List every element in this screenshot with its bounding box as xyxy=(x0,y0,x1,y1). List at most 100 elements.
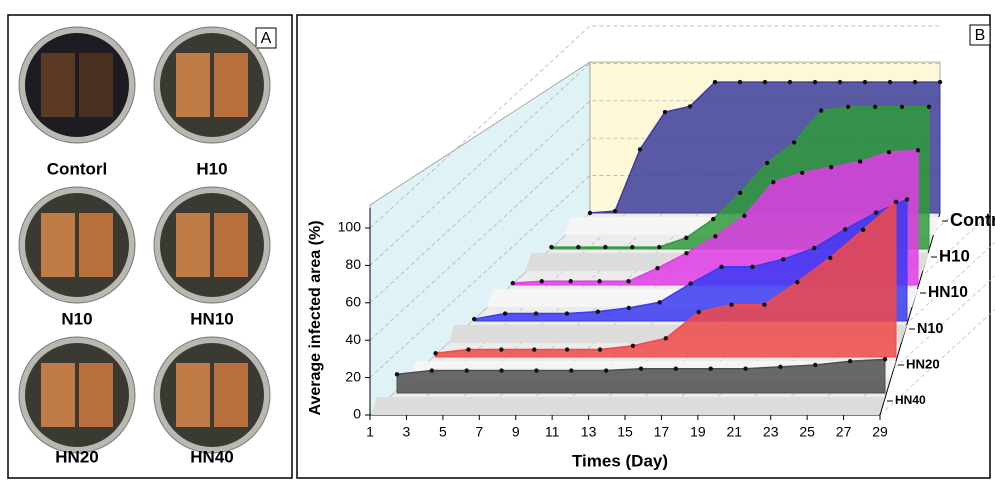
point xyxy=(603,368,609,373)
point xyxy=(771,179,776,185)
point xyxy=(857,159,863,164)
point xyxy=(842,227,848,232)
point xyxy=(893,199,899,204)
point xyxy=(712,79,718,85)
x-tick-label: 19 xyxy=(690,424,706,440)
x-tick-label: 17 xyxy=(654,424,670,440)
point xyxy=(687,104,693,109)
panel-a-label-box xyxy=(255,27,277,49)
photo-label: HN40 xyxy=(190,447,233,466)
point xyxy=(539,279,544,284)
point xyxy=(828,164,834,170)
point xyxy=(862,79,868,85)
y-axis-title: Average infected area (%) xyxy=(307,220,324,415)
point xyxy=(812,245,817,251)
point xyxy=(926,104,932,110)
point xyxy=(394,372,400,377)
sample xyxy=(79,363,113,427)
y-tick-label: 40 xyxy=(345,331,361,347)
point xyxy=(673,366,679,371)
sample xyxy=(214,213,248,277)
point xyxy=(464,368,469,373)
point xyxy=(597,279,602,284)
point xyxy=(626,279,631,284)
point xyxy=(587,210,593,216)
photos: Contorl H10 N10 HN10 HN20 HN40 xyxy=(18,26,271,466)
sample xyxy=(79,53,113,117)
x-tick-label: 11 xyxy=(545,424,560,440)
series-label: HN20 xyxy=(906,356,940,371)
series-label: Control xyxy=(950,210,995,230)
x-axis-title: Times (Day) xyxy=(572,451,668,470)
y-tick-label: 80 xyxy=(345,256,361,272)
point xyxy=(912,79,918,85)
point xyxy=(873,210,879,215)
point xyxy=(657,244,662,250)
x-tick-label: 7 xyxy=(475,424,483,440)
point xyxy=(729,302,734,307)
sample xyxy=(41,363,75,427)
point xyxy=(738,190,743,196)
point xyxy=(860,227,866,233)
point xyxy=(684,251,689,256)
point xyxy=(688,281,693,286)
photo-label: N10 xyxy=(61,309,92,328)
point xyxy=(887,79,893,85)
point xyxy=(466,347,471,352)
point xyxy=(472,316,477,322)
point xyxy=(872,104,878,110)
dish xyxy=(25,193,129,297)
point xyxy=(828,255,833,261)
point xyxy=(502,311,508,316)
point xyxy=(637,147,643,152)
point xyxy=(750,264,755,269)
point xyxy=(630,343,636,348)
series-label: N10 xyxy=(917,321,943,337)
dish xyxy=(160,343,264,447)
x-tick-label: 5 xyxy=(439,424,447,440)
point xyxy=(569,368,574,373)
point xyxy=(626,305,631,311)
y-tick-label: 60 xyxy=(345,294,361,310)
photo-label: H10 xyxy=(196,159,227,178)
point xyxy=(781,257,786,262)
x-tick-label: 27 xyxy=(836,424,852,440)
sample xyxy=(214,53,248,117)
point xyxy=(742,213,747,219)
point xyxy=(882,357,888,362)
sample xyxy=(176,363,210,427)
sample xyxy=(176,53,210,117)
point xyxy=(812,79,818,85)
point xyxy=(800,170,805,175)
point xyxy=(886,150,892,155)
point xyxy=(595,309,601,314)
photo-label: HN10 xyxy=(190,309,233,328)
point xyxy=(711,216,716,222)
point xyxy=(568,279,573,284)
dish xyxy=(160,193,264,297)
point xyxy=(603,244,608,250)
photo-label: HN20 xyxy=(55,447,98,466)
point xyxy=(837,79,843,85)
grid-line xyxy=(369,25,940,229)
series-label: H10 xyxy=(939,246,970,265)
point xyxy=(533,311,539,316)
point xyxy=(762,302,767,307)
panel-b-label: B xyxy=(975,27,986,44)
point xyxy=(818,108,824,113)
point xyxy=(663,336,668,341)
point xyxy=(904,197,910,202)
point xyxy=(499,368,504,373)
grid-line xyxy=(369,63,940,266)
x-tick-label: 21 xyxy=(726,424,742,440)
point xyxy=(657,300,662,305)
x-tick-label: 15 xyxy=(617,424,633,440)
sample xyxy=(41,53,75,117)
dish xyxy=(25,343,129,447)
point xyxy=(696,309,701,315)
point xyxy=(813,362,818,368)
depth-axis xyxy=(879,212,941,416)
point xyxy=(845,104,851,110)
point xyxy=(630,244,635,250)
